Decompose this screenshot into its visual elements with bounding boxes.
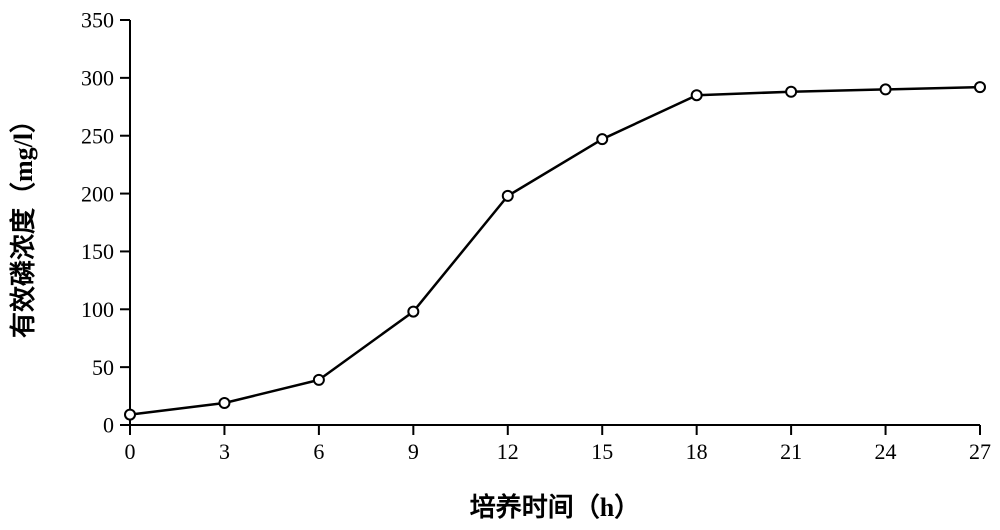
- x-tick-label: 27: [969, 439, 991, 464]
- data-marker: [881, 84, 891, 94]
- y-tick-label: 100: [81, 297, 114, 322]
- data-marker: [692, 90, 702, 100]
- y-tick-label: 0: [103, 413, 114, 438]
- x-tick-label: 0: [125, 439, 136, 464]
- y-tick-label: 200: [81, 181, 114, 206]
- x-tick-label: 24: [875, 439, 897, 464]
- data-marker: [597, 134, 607, 144]
- y-tick-label: 50: [92, 355, 114, 380]
- y-tick-label: 150: [81, 239, 114, 264]
- data-marker: [219, 398, 229, 408]
- x-tick-label: 3: [219, 439, 230, 464]
- data-marker: [314, 375, 324, 385]
- x-tick-label: 18: [686, 439, 708, 464]
- x-tick-label: 15: [591, 439, 613, 464]
- x-tick-label: 12: [497, 439, 519, 464]
- y-tick-label: 300: [81, 66, 114, 91]
- data-marker: [503, 191, 513, 201]
- data-marker: [125, 410, 135, 420]
- data-marker: [975, 82, 985, 92]
- data-marker: [408, 307, 418, 317]
- data-marker: [786, 87, 796, 97]
- x-tick-label: 9: [408, 439, 419, 464]
- chart-svg: 0 50 100 150 200 250 300 350 0 3 6 9 12 15 18 21 24 27 培养时…: [0, 0, 1000, 530]
- line-chart: 0 50 100 150 200 250 300 350 0 3 6 9 12 15 18 21 24 27 培养时…: [0, 0, 1000, 530]
- y-axis-label: 有效磷浓度（mg/l）: [8, 107, 38, 338]
- x-tick-label: 6: [313, 439, 324, 464]
- x-tick-label: 21: [780, 439, 802, 464]
- y-tick-label: 250: [81, 123, 114, 148]
- x-axis-label: 培养时间（h）: [470, 492, 640, 522]
- y-tick-label: 350: [81, 8, 114, 33]
